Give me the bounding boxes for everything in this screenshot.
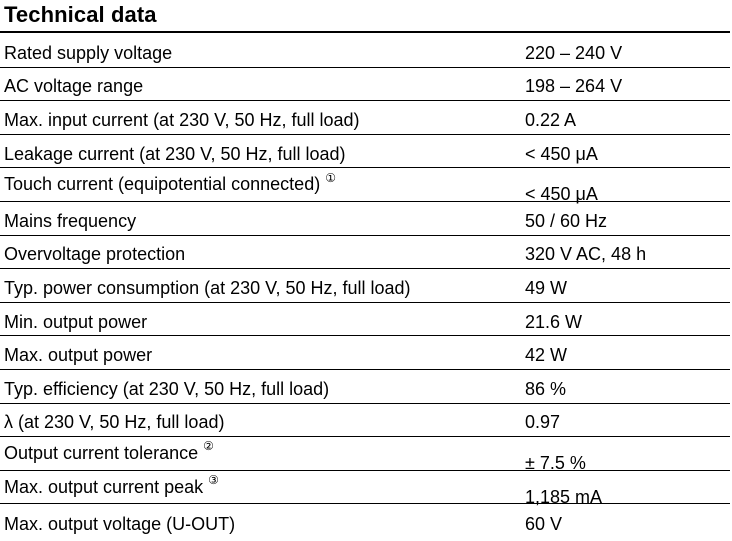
spec-table: Rated supply voltage 220 – 240 V AC volt… [0, 34, 730, 538]
spec-value: 42 W [525, 345, 568, 366]
footnote-marker: ② [203, 439, 214, 454]
spec-value: < 450 μA [525, 143, 598, 164]
spec-label: Max. input current (at 230 V, 50 Hz, ful… [4, 109, 360, 130]
spec-row-max-input-current: Max. input current (at 230 V, 50 Hz, ful… [0, 101, 730, 135]
spec-label: Max. output power [4, 345, 153, 366]
spec-label-with-note: Output current tolerance ② [4, 437, 214, 470]
spec-value: 86 % [525, 378, 567, 399]
spec-value: 0.22 A [525, 109, 577, 130]
footnote-marker: ③ [208, 473, 219, 488]
spec-value: 320 V AC, 48 h [525, 244, 647, 265]
spec-label: Typ. power consumption (at 230 V, 50 Hz,… [4, 277, 411, 298]
spec-row-mains-frequency: Mains frequency 50 / 60 Hz [0, 202, 730, 236]
spec-value: 1,185 mA [525, 486, 603, 507]
spec-label-with-note: Touch current (equipotential connected) ① [4, 168, 336, 201]
spec-value: 60 V [525, 513, 563, 534]
spec-row-ac-voltage-range: AC voltage range 198 – 264 V [0, 68, 730, 102]
spec-row-typ-efficiency: Typ. efficiency (at 230 V, 50 Hz, full l… [0, 370, 730, 404]
spec-row-max-output-power: Max. output power 42 W [0, 336, 730, 370]
spec-value: 49 W [525, 277, 568, 298]
spec-value: ± 7.5 % [525, 452, 586, 473]
spec-row-min-output-power: Min. output power 21.6 W [0, 303, 730, 337]
spec-label-text: Output current tolerance [4, 442, 199, 463]
spec-row-max-output-current-peak: Max. output current peak ③ 1,185 mA [0, 471, 730, 507]
spec-label: λ (at 230 V, 50 Hz, full load) [4, 412, 225, 433]
spec-label: Typ. efficiency (at 230 V, 50 Hz, full l… [4, 378, 330, 399]
spec-label: Rated supply voltage [4, 42, 173, 63]
spec-label-text: Touch current (equipotential connected) [4, 174, 321, 195]
spec-value: 50 / 60 Hz [525, 210, 608, 231]
spec-row-typ-power-consumption: Typ. power consumption (at 230 V, 50 Hz,… [0, 269, 730, 303]
spec-row-max-output-voltage: Max. output voltage (U-OUT) 60 V [0, 504, 730, 538]
spec-label: Max. output voltage (U-OUT) [4, 513, 236, 534]
spec-label: Min. output power [4, 311, 148, 332]
spec-label: AC voltage range [4, 76, 144, 97]
heading-divider [0, 31, 730, 33]
spec-label: Mains frequency [4, 210, 137, 231]
spec-row-touch-current: Touch current (equipotential connected) ①… [0, 168, 730, 204]
spec-value: 198 – 264 V [525, 76, 623, 97]
spec-row-output-current-tolerance: Output current tolerance ② ± 7.5 % [0, 437, 730, 473]
spec-value: 21.6 W [525, 311, 583, 332]
spec-value: 0.97 [525, 412, 561, 433]
spec-label-text: Max. output current peak [4, 476, 204, 497]
footnote-marker: ① [325, 170, 336, 185]
spec-value: 220 – 240 V [525, 42, 623, 63]
spec-label-with-note: Max. output current peak ③ [4, 471, 219, 504]
spec-row-lambda: λ (at 230 V, 50 Hz, full load) 0.97 [0, 404, 730, 438]
spec-value: < 450 μA [525, 184, 598, 205]
spec-row-overvoltage-protection: Overvoltage protection 320 V AC, 48 h [0, 236, 730, 270]
spec-label: Leakage current (at 230 V, 50 Hz, full l… [4, 143, 346, 164]
spec-row-leakage-current: Leakage current (at 230 V, 50 Hz, full l… [0, 135, 730, 169]
spec-row-rated-supply-voltage: Rated supply voltage 220 – 240 V [0, 34, 730, 68]
spec-label: Overvoltage protection [4, 244, 186, 265]
section-heading: Technical data [4, 2, 157, 27]
